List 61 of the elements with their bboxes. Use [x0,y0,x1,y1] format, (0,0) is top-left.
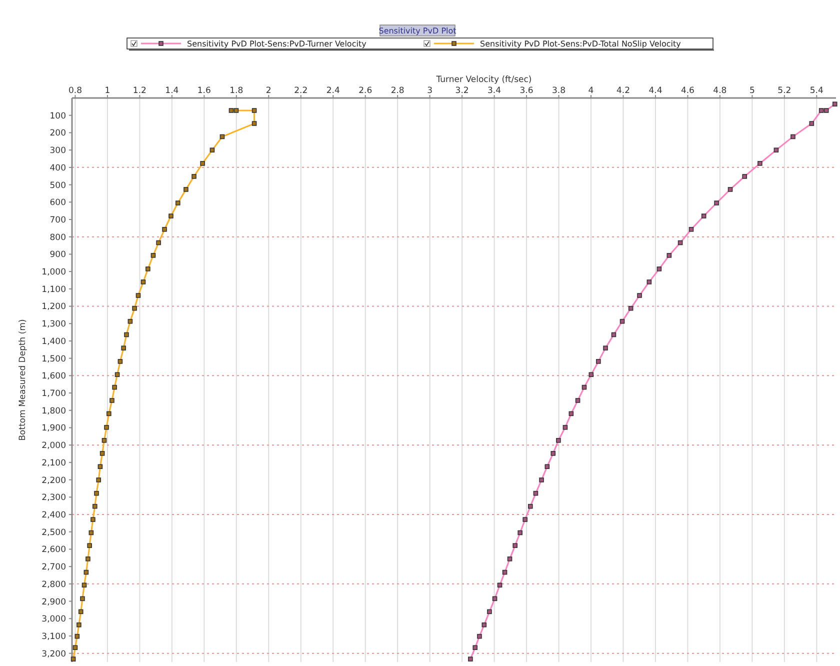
x-tick-label: 1.8 [230,86,244,96]
x-tick-label: 4 [588,86,594,96]
y-tick-label: 2,700 [42,562,66,573]
x-tick-label: 4.8 [713,86,727,96]
y-tick-label: 1,200 [42,302,66,312]
x-tick-label: 3.4 [488,86,502,96]
y-tick-label: 300 [50,146,66,156]
y-tick-label: 2,800 [42,580,66,590]
y-tick-label: 1,000 [42,268,66,278]
y-tick-label: 100 [50,111,66,122]
y-tick-label: 1,500 [42,354,66,364]
y-tick-label: 800 [50,232,66,243]
legend-label: Sensitivity PvD Plot-Sens:PvD-Turner Velocity [187,40,367,48]
x-tick-label: 5.2 [778,86,792,96]
x-tick-label: 1.4 [165,86,179,96]
y-tick-label: 2,100 [42,458,66,468]
x-tick-label: 2 [266,86,272,96]
x-tick-label: 2.8 [390,86,404,96]
y-tick-label: 1,900 [42,424,66,434]
y-tick-label: 3,000 [42,614,66,625]
x-tick-label: 2.4 [326,86,340,96]
y-tick-label: 500 [50,180,66,191]
x-tick-label: 3 [427,86,433,96]
x-tick-label: 1 [104,86,110,96]
y-tick-label: 700 [50,215,66,226]
x-tick-label: 5 [749,86,755,96]
x-tick-label: 2.2 [294,86,308,96]
y-tick-label: 400 [50,163,66,174]
y-tick-label: 1,100 [42,284,66,295]
x-tick-label: 3.8 [552,86,566,96]
y-tick-label: 200 [50,128,66,139]
x-tick-label: 4.4 [648,86,662,96]
x-tick-label: 1.2 [132,86,146,96]
x-tick-label: 5.4 [810,86,824,96]
x-tick-label: 3.2 [455,86,469,96]
y-tick-label: 2,600 [42,545,66,556]
y-tick-label: 1,400 [42,336,66,347]
x-tick-label: 3.6 [520,86,534,96]
chart-title: Sensitivity PvD Plot [378,26,456,36]
x-tick-label: 1.6 [197,86,211,96]
y-tick-label: 2,900 [42,597,66,608]
legend-label: Sensitivity PvD Plot-Sens:PvD-Total NoSlip Velocity [480,40,682,48]
x-tick-label: 0.8 [68,86,82,96]
y-tick-label: 2,500 [42,528,66,538]
x-tick-label: 4.2 [616,86,630,96]
y-tick-label: 2,200 [42,476,66,486]
y-tick-label: 1,700 [42,389,66,400]
y-tick-label: 1,300 [42,320,66,330]
y-tick-label: 1,800 [42,406,66,416]
x-axis-title: Turner Velocity (ft/sec) [435,75,532,85]
y-tick-label: 3,200 [42,649,66,660]
y-tick-label: 900 [50,250,66,260]
y-axis-title: Bottom Measured Depth (m) [18,319,28,441]
y-tick-label: 2,300 [42,493,66,504]
y-tick-label: 2,000 [42,441,66,452]
y-tick-label: 3,100 [42,632,66,642]
y-tick-label: 1,600 [42,372,66,382]
y-tick-label: 2,400 [42,510,66,520]
x-tick-label: 4.6 [680,86,694,96]
y-tick-label: 600 [50,198,66,208]
x-tick-label: 2.6 [358,86,372,96]
